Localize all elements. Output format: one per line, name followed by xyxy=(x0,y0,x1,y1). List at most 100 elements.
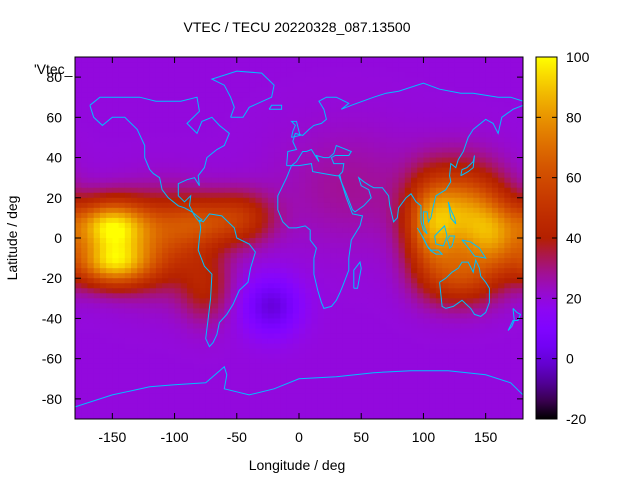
heatmap-cell xyxy=(112,152,120,159)
heatmap-cell xyxy=(218,142,225,149)
heatmap-cell xyxy=(367,278,375,284)
heatmap-cell xyxy=(180,102,188,108)
heatmap-cell xyxy=(224,172,232,179)
heatmap-cell xyxy=(99,137,107,144)
heatmap-cell xyxy=(491,253,499,259)
heatmap-cell xyxy=(93,147,101,154)
heatmap-cell xyxy=(411,147,418,154)
heatmap-cell xyxy=(243,117,250,123)
heatmap-cell xyxy=(317,117,325,123)
heatmap-cell xyxy=(93,127,101,134)
heatmap-cell xyxy=(261,358,269,365)
heatmap-cell xyxy=(162,62,169,68)
heatmap-cell xyxy=(211,167,219,174)
heatmap-cell xyxy=(118,112,126,118)
heatmap-cell xyxy=(99,147,107,154)
heatmap-cell xyxy=(454,238,462,244)
heatmap-cell xyxy=(411,383,418,390)
heatmap-cell xyxy=(274,308,281,315)
heatmap-cell xyxy=(498,87,505,93)
heatmap-cell xyxy=(379,328,387,335)
heatmap-cell xyxy=(429,62,437,68)
heatmap-cell xyxy=(379,333,387,340)
heatmap-cell xyxy=(243,102,250,108)
heatmap-cell xyxy=(435,308,443,315)
heatmap-cell xyxy=(205,97,213,103)
heatmap-cell xyxy=(149,273,157,279)
heatmap-cell xyxy=(143,82,151,88)
heatmap-cell xyxy=(373,207,381,214)
heatmap-cell xyxy=(435,192,443,199)
heatmap-cell xyxy=(348,398,356,405)
heatmap-cell xyxy=(280,238,288,244)
heatmap-cell xyxy=(473,222,481,229)
heatmap-cell xyxy=(224,112,232,118)
heatmap-cell xyxy=(317,62,325,68)
heatmap-cell xyxy=(187,92,194,98)
heatmap-cell xyxy=(292,107,300,113)
heatmap-cell xyxy=(249,383,257,390)
heatmap-cell xyxy=(75,82,82,88)
heatmap-cell xyxy=(317,87,325,93)
heatmap-cell xyxy=(131,72,138,78)
heatmap-cell xyxy=(467,293,474,299)
heatmap-cell xyxy=(516,162,523,169)
heatmap-cell xyxy=(81,248,89,254)
heatmap-cell xyxy=(149,182,157,189)
heatmap-cell xyxy=(143,358,151,365)
heatmap-cell xyxy=(454,323,462,330)
heatmap-cell xyxy=(118,217,126,224)
heatmap-cell xyxy=(330,132,337,139)
heatmap-cell xyxy=(342,132,350,139)
heatmap-cell xyxy=(404,57,412,63)
heatmap-cell xyxy=(131,368,138,375)
heatmap-cell xyxy=(168,393,176,400)
heatmap-cell xyxy=(137,102,145,108)
heatmap-cell xyxy=(75,157,82,164)
heatmap-cell xyxy=(243,217,250,224)
heatmap-cell xyxy=(174,107,182,113)
heatmap-cell xyxy=(137,398,145,405)
heatmap-cell xyxy=(255,328,263,335)
heatmap-cell xyxy=(305,358,313,365)
heatmap-cell xyxy=(379,167,387,174)
heatmap-cell xyxy=(485,388,493,395)
heatmap-cell xyxy=(236,268,244,274)
heatmap-cell xyxy=(87,243,95,249)
heatmap-cell xyxy=(292,92,300,98)
heatmap-cell xyxy=(99,308,107,315)
heatmap-cell xyxy=(155,308,163,315)
heatmap-cell xyxy=(149,142,157,149)
heatmap-cell xyxy=(199,77,207,83)
heatmap-cell xyxy=(473,368,481,375)
heatmap-cell xyxy=(479,303,487,309)
heatmap-cell xyxy=(398,378,406,385)
heatmap-cell xyxy=(386,162,393,169)
heatmap-cell xyxy=(479,177,487,184)
heatmap-cell xyxy=(330,318,337,325)
heatmap-cell xyxy=(398,243,406,249)
heatmap-cell xyxy=(491,348,499,355)
heatmap-cell xyxy=(498,238,505,244)
heatmap-cell xyxy=(174,383,182,390)
heatmap-cell xyxy=(218,303,225,309)
heatmap-cell xyxy=(112,127,120,134)
heatmap-cell xyxy=(112,87,120,93)
heatmap-cell xyxy=(504,398,512,405)
heatmap-cell xyxy=(367,373,375,380)
heatmap-cell xyxy=(448,187,456,194)
heatmap-cell xyxy=(504,333,512,340)
heatmap-cell xyxy=(99,187,107,194)
heatmap-cell xyxy=(510,172,518,179)
heatmap-cell xyxy=(485,192,493,199)
heatmap-cell xyxy=(355,67,362,73)
heatmap-cell xyxy=(442,187,449,194)
heatmap-cell xyxy=(124,122,132,128)
heatmap-cell xyxy=(205,187,213,194)
heatmap-cell xyxy=(348,363,356,370)
heatmap-cell xyxy=(106,263,113,269)
heatmap-cell xyxy=(386,92,393,98)
heatmap-cell xyxy=(205,87,213,93)
heatmap-cell xyxy=(317,383,325,390)
heatmap-cell xyxy=(411,398,418,405)
